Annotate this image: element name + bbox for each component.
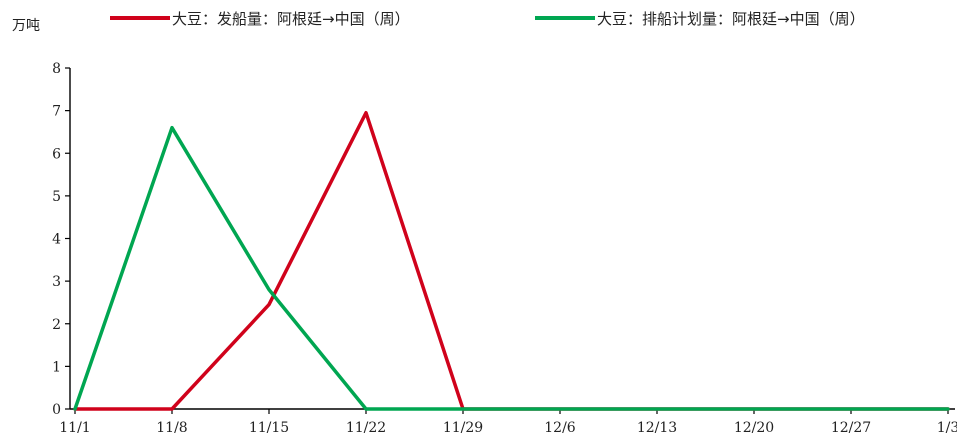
y-tick-label: 6 — [52, 146, 61, 162]
x-tick-label: 11/29 — [443, 420, 483, 436]
legend: 大豆：发船量：阿根廷→中国（周） 大豆：排船计划量：阿根廷→中国（周） — [110, 10, 865, 28]
x-tick-label: 11/22 — [346, 420, 386, 436]
y-tick-label: 3 — [52, 274, 61, 290]
y-tick-label: 4 — [52, 232, 61, 248]
y-tick-label: 2 — [52, 317, 61, 333]
y-tick-label: 5 — [52, 189, 61, 205]
legend-label-2: 大豆：排船计划量：阿根廷→中国（周） — [597, 10, 865, 28]
x-tick-label: 12/27 — [831, 420, 871, 436]
y-tick-label: 8 — [52, 61, 61, 77]
x-tick-label: 11/8 — [156, 420, 187, 436]
axes: 0 1 2 3 4 5 6 7 8 11/1 11/8 11/15 11/22 11/29 12/6 12/1… — [52, 61, 957, 436]
y-tick-label: 0 — [52, 402, 61, 418]
x-tick-label: 12/20 — [734, 420, 774, 436]
y-tick-label: 7 — [52, 104, 61, 120]
series-layer — [73, 111, 950, 411]
y-tick-label: 1 — [52, 359, 61, 375]
x-tick-label: 12/13 — [637, 420, 677, 436]
x-tick-label: 1/3 — [937, 420, 957, 436]
x-tick-label: 12/6 — [544, 420, 576, 436]
x-tick-label: 11/15 — [249, 420, 289, 436]
y-unit-label: 万吨 — [12, 18, 40, 34]
legend-label-1: 大豆：发船量：阿根廷→中国（周） — [172, 10, 410, 28]
series-line-2 — [73, 125, 950, 411]
series-line-1 — [73, 111, 950, 411]
x-tick-label: 11/1 — [59, 420, 90, 436]
